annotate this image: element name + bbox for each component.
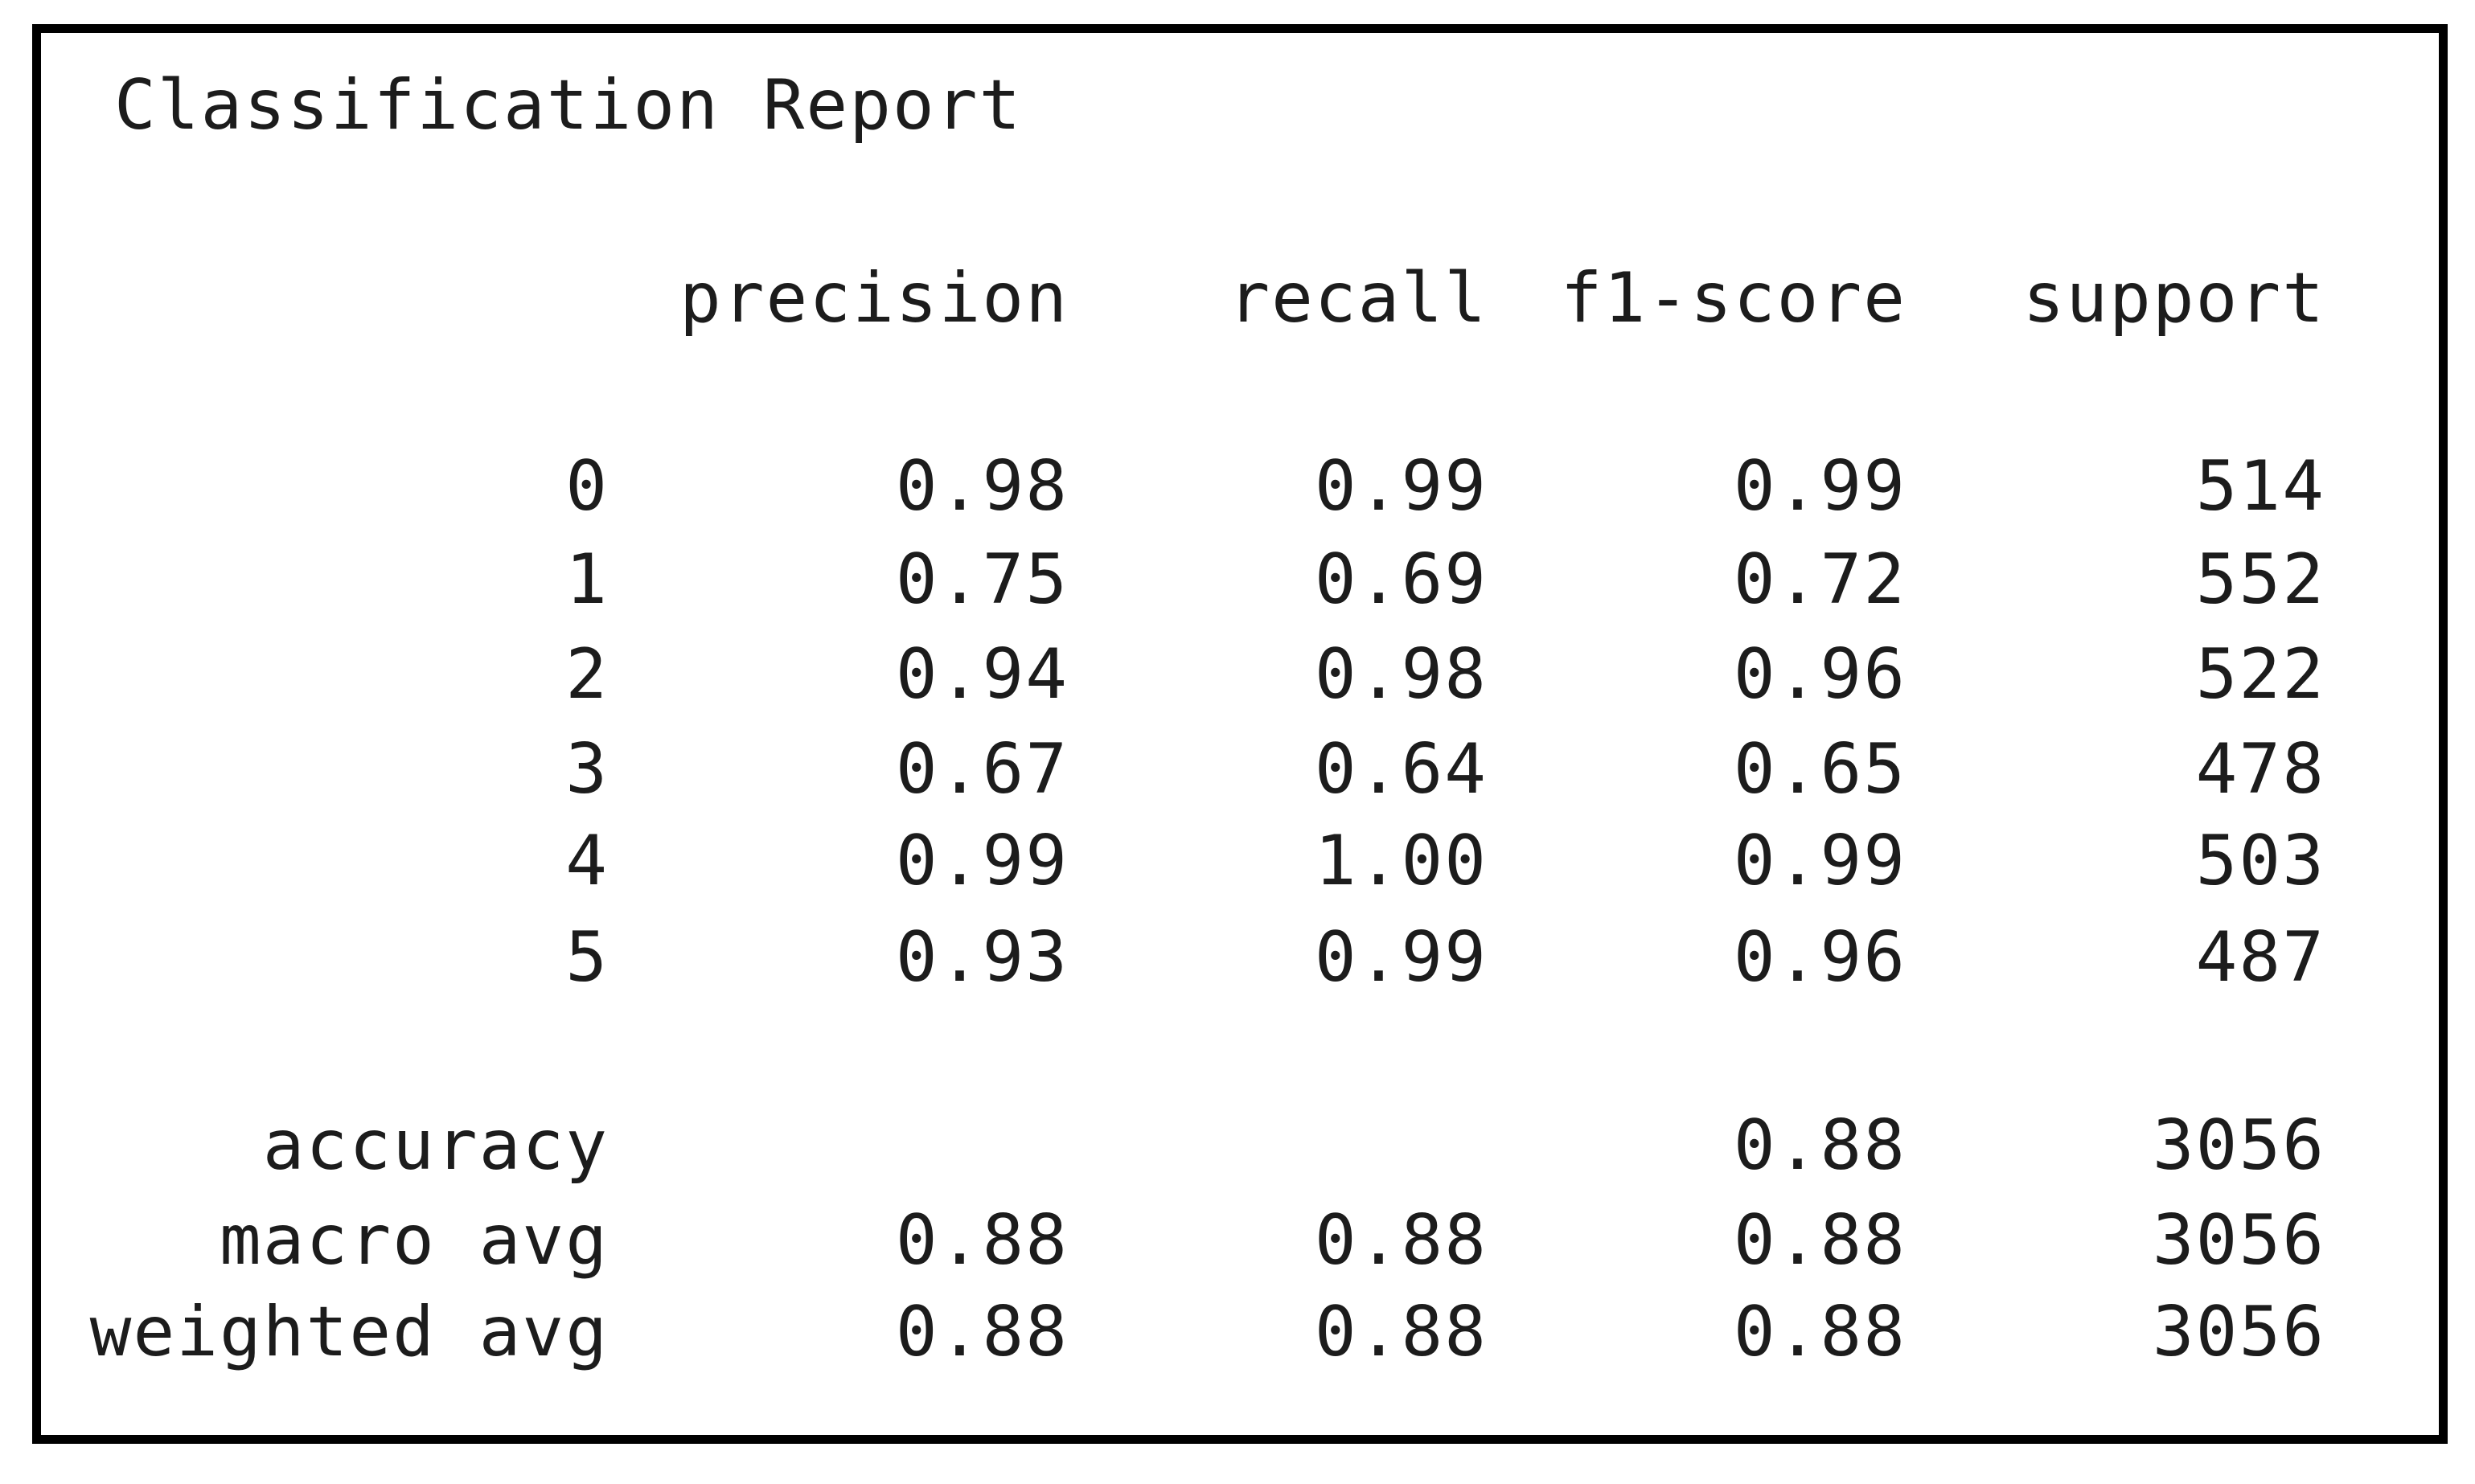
class-2-recall: 0.98 xyxy=(1314,634,1488,715)
weighted-avg-label: weighted avg xyxy=(89,1292,609,1372)
class-4-f1: 0.99 xyxy=(1733,821,1907,901)
class-3-label: 3 xyxy=(565,729,609,810)
weighted-avg-support: 3056 xyxy=(2152,1292,2325,1372)
class-0-support: 514 xyxy=(2195,446,2325,527)
accuracy-label: accuracy xyxy=(262,1105,609,1186)
class-5-support: 487 xyxy=(2195,917,2325,998)
macro-avg-f1: 0.88 xyxy=(1733,1200,1907,1281)
report-title: Classification Report xyxy=(114,65,1023,146)
class-3-precision: 0.67 xyxy=(895,729,1069,810)
class-5-f1: 0.96 xyxy=(1733,917,1907,998)
accuracy-f1: 0.88 xyxy=(1733,1105,1907,1186)
class-2-support: 522 xyxy=(2195,634,2325,715)
class-3-f1: 0.65 xyxy=(1733,729,1907,810)
class-4-support: 503 xyxy=(2195,821,2325,901)
class-0-f1: 0.99 xyxy=(1733,446,1907,527)
class-5-recall: 0.99 xyxy=(1314,917,1488,998)
class-5-label: 5 xyxy=(565,917,609,998)
class-2-label: 2 xyxy=(565,634,609,715)
accuracy-support: 3056 xyxy=(2152,1105,2325,1186)
class-4-recall: 1.00 xyxy=(1314,821,1488,901)
class-4-precision: 0.99 xyxy=(895,821,1069,901)
class-2-f1: 0.96 xyxy=(1733,634,1907,715)
column-header-support: support xyxy=(2022,258,2325,338)
macro-avg-recall: 0.88 xyxy=(1314,1200,1488,1281)
class-3-support: 478 xyxy=(2195,729,2325,810)
macro-avg-precision: 0.88 xyxy=(895,1200,1069,1281)
class-3-recall: 0.64 xyxy=(1314,729,1488,810)
class-2-precision: 0.94 xyxy=(895,634,1069,715)
class-1-support: 552 xyxy=(2195,539,2325,620)
column-header-recall: recall xyxy=(1228,258,1488,338)
class-0-precision: 0.98 xyxy=(895,446,1069,527)
class-4-label: 4 xyxy=(565,821,609,901)
class-1-f1: 0.72 xyxy=(1733,539,1907,620)
report-frame xyxy=(32,24,2448,1444)
class-1-recall: 0.69 xyxy=(1314,539,1488,620)
weighted-avg-precision: 0.88 xyxy=(895,1292,1069,1372)
class-5-precision: 0.93 xyxy=(895,917,1069,998)
macro-avg-label: macro avg xyxy=(220,1200,609,1281)
column-header-f1: f1-score xyxy=(1560,258,1907,338)
column-header-precision: precision xyxy=(679,258,1069,338)
class-0-recall: 0.99 xyxy=(1314,446,1488,527)
class-0-label: 0 xyxy=(565,446,609,527)
class-1-label: 1 xyxy=(565,539,609,620)
class-1-precision: 0.75 xyxy=(895,539,1069,620)
weighted-avg-recall: 0.88 xyxy=(1314,1292,1488,1372)
weighted-avg-f1: 0.88 xyxy=(1733,1292,1907,1372)
macro-avg-support: 3056 xyxy=(2152,1200,2325,1281)
